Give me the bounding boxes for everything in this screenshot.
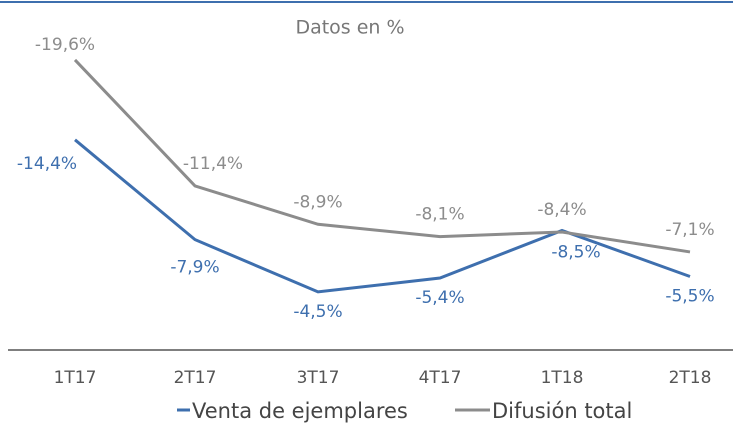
data-label: -8,1% (415, 205, 464, 225)
x-tick-label: 4T17 (419, 368, 462, 388)
data-label: -8,5% (551, 242, 600, 262)
series-line (74, 138, 691, 294)
series-line (73, 58, 691, 254)
data-label: -14,4% (17, 154, 77, 174)
x-tick-label: 3T17 (297, 368, 340, 388)
data-label: -5,5% (665, 287, 714, 307)
x-tick-label: 2T18 (669, 368, 712, 388)
data-label: -7,1% (665, 220, 714, 240)
x-tick-label: 1T18 (541, 368, 584, 388)
x-tick-label: 1T17 (54, 368, 97, 388)
data-label: -8,4% (537, 200, 586, 220)
legend-label: Venta de ejemplares (192, 399, 408, 423)
data-label: -5,4% (415, 288, 464, 308)
x-tick-label: 2T17 (174, 368, 217, 388)
data-label: -8,9% (293, 192, 342, 212)
legend-label: Difusión total (492, 399, 632, 423)
chart-title: Datos en % (295, 17, 404, 39)
data-label: -7,9% (170, 258, 219, 278)
data-label: -11,4% (183, 154, 243, 174)
data-label: -19,6% (35, 35, 95, 55)
data-label: -4,5% (293, 302, 342, 322)
